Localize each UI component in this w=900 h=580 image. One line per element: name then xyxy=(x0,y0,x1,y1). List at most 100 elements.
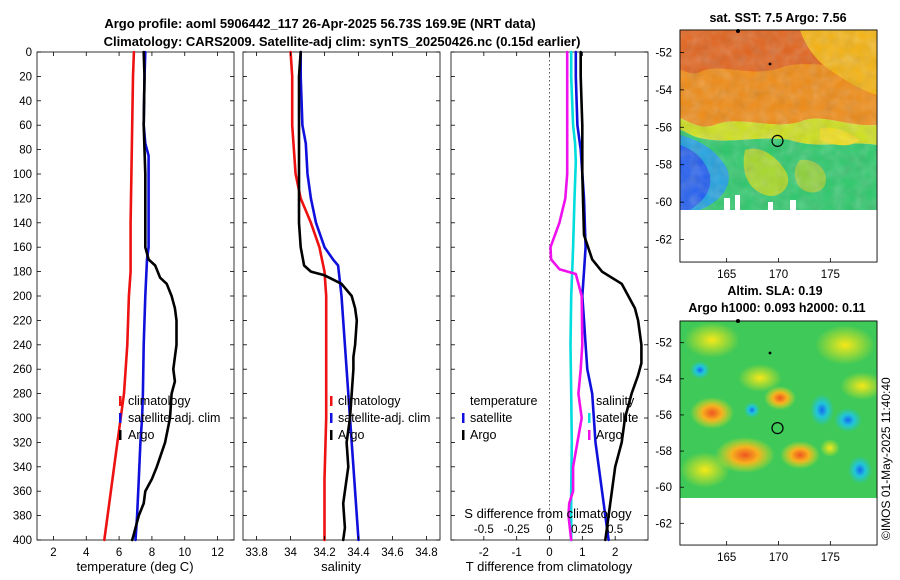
map-dot xyxy=(736,29,740,33)
sst-field xyxy=(680,30,877,210)
lat-tick-label: -60 xyxy=(655,197,672,209)
x-tick-label: 2 xyxy=(612,547,618,559)
t-diff-xticks: -2 -1 0 1 2 xyxy=(451,51,648,559)
sla-map-title-line1: Altim. SLA: 0.19 xyxy=(727,284,822,298)
legend-swatch-s-satellite xyxy=(588,413,591,423)
legend-label-argo: Argo xyxy=(128,428,154,442)
legend-swatch-climatology xyxy=(119,396,122,406)
lat-tick-label: -58 xyxy=(655,160,672,172)
temperature-diff-legend: temperature satellite Argo xyxy=(462,394,537,442)
y-tick-label: 40 xyxy=(19,96,32,108)
sst-map-title: sat. SST: 7.5 Argo: 7.56 xyxy=(709,11,846,25)
temperature-xlabel: temperature (deg C) xyxy=(76,559,193,574)
s-diff-xlabel: S difference from climatology xyxy=(464,506,632,521)
y-tick-label: 140 xyxy=(13,218,32,230)
sla-lon-ticks: 165 170 175 xyxy=(717,541,840,564)
y-tick-label: 60 xyxy=(19,120,32,132)
s-diff-tick-label: 0 xyxy=(546,524,552,536)
lat-tick-label: -54 xyxy=(655,374,672,386)
sla-map: Altim. SLA: 0.19 Argo h1000: 0.093 h2000… xyxy=(655,284,878,564)
salinity-xlabel: salinity xyxy=(321,559,361,574)
sla-map-title-line2: Argo h1000: 0.093 h2000: 0.11 xyxy=(688,301,865,315)
y-tick-label: 120 xyxy=(13,193,32,205)
y-tick-label: 100 xyxy=(13,169,32,181)
lat-tick-label: -52 xyxy=(655,338,672,350)
x-tick-label: 34.4 xyxy=(347,547,370,559)
y-tick-label: 340 xyxy=(13,462,32,474)
salinity-series xyxy=(289,50,360,542)
t-diff-xlabel: T difference from climatology xyxy=(466,559,633,574)
lon-tick-label: 175 xyxy=(821,552,840,564)
lon-tick-label: 165 xyxy=(717,269,736,281)
legend-swatch-s-argo xyxy=(588,430,591,440)
sst-lon-ticks: 165 170 175 xyxy=(717,258,840,281)
legend-swatch-t-argo xyxy=(462,430,465,440)
temperature-xticks: 2 4 6 8 10 12 xyxy=(37,51,234,559)
series-line-s-satellite xyxy=(569,50,578,542)
lat-tick-label: -54 xyxy=(655,85,672,97)
legend-label-s-argo: Argo xyxy=(596,428,622,442)
lon-tick-label: 170 xyxy=(769,269,788,281)
x-tick-label: 2 xyxy=(50,547,56,559)
x-tick-label: 34.6 xyxy=(381,547,403,559)
sst-lat-ticks: -52 -54 -56 -58 -60 -62 xyxy=(655,47,684,247)
s-diff-tick-label: -0.5 xyxy=(474,524,494,536)
legend-swatch-satellite xyxy=(119,413,122,423)
difference-series xyxy=(549,50,643,542)
salinity-legend: climatology satellite-adj. clim Argo xyxy=(330,394,430,442)
y-tick-label: 180 xyxy=(13,267,32,279)
series-line-s-argo xyxy=(549,50,584,542)
x-tick-label: -1 xyxy=(512,547,522,559)
lat-tick-label: -60 xyxy=(655,482,672,494)
legend-label-argo-2: Argo xyxy=(338,428,364,442)
y-tick-label: 380 xyxy=(13,511,32,523)
series-line-climatology xyxy=(103,50,136,542)
x-tick-label: -2 xyxy=(479,547,489,559)
temperature-series xyxy=(103,50,178,542)
lat-tick-label: -58 xyxy=(655,446,672,458)
x-tick-label: 12 xyxy=(211,547,224,559)
x-tick-label: 34.2 xyxy=(313,547,335,559)
legend-swatch-climatology-2 xyxy=(330,396,333,406)
argo-profile-marker xyxy=(771,422,784,435)
sst-map: sat. SST: 7.5 Argo: 7.56 165 170 175 -52 -5… xyxy=(655,11,878,281)
x-tick-label: 0 xyxy=(546,547,552,559)
lon-tick-label: 175 xyxy=(821,269,840,281)
depth-yticks: 0 20 40 60 80 100 120 140 160 180 200 220 240 260 280 3… xyxy=(13,47,32,547)
legend-swatch-satellite-2 xyxy=(330,413,333,423)
legend-label-satellite-2: satellite-adj. clim xyxy=(338,411,430,425)
sst-no-data-region xyxy=(680,210,877,262)
legend-swatch-argo xyxy=(119,430,122,440)
y-tick-label: 220 xyxy=(13,315,32,327)
legend-label-climatology: climatology xyxy=(128,394,191,408)
temperature-panel: 2 4 6 8 10 12 0 20 40 60 80 100 120 140 160 180 200 220 2… xyxy=(13,47,235,574)
legend-label-climatology-2: climatology xyxy=(338,394,401,408)
x-tick-label: 4 xyxy=(83,547,90,559)
series-line-argo xyxy=(297,50,359,542)
figure-title-line1: Argo profile: aoml 5906442_117 26-Apr-20… xyxy=(104,16,535,31)
map-dot xyxy=(736,319,740,323)
lon-tick-label: 165 xyxy=(717,552,736,564)
lon-tick-label: 170 xyxy=(769,552,788,564)
series-line-climatology xyxy=(289,50,328,542)
map-dot xyxy=(768,351,772,355)
series-line-t-argo xyxy=(579,50,643,542)
y-tick-label: 200 xyxy=(13,291,32,303)
legend-title-salinity: salinity xyxy=(596,394,635,408)
x-tick-label: 10 xyxy=(178,547,191,559)
legend-swatch-t-satellite xyxy=(462,413,465,423)
lat-tick-label: -52 xyxy=(655,47,672,59)
x-tick-label: 6 xyxy=(116,547,122,559)
salinity-xticks: 33.8 34 34.2 34.4 34.6 34.8 xyxy=(243,51,440,559)
legend-label-t-satellite: satellite xyxy=(470,411,512,425)
lat-tick-label: -62 xyxy=(655,235,672,247)
y-tick-label: 280 xyxy=(13,389,32,401)
salinity-panel: 33.8 34 34.2 34.4 34.6 34.8 salinity climatol… xyxy=(242,50,441,574)
y-tick-label: 80 xyxy=(19,145,32,157)
legend-label-satellite: satellite-adj. clim xyxy=(128,411,220,425)
lat-tick-label: -56 xyxy=(655,410,672,422)
s-diff-tick-label: 0.25 xyxy=(571,524,593,536)
figure-title-line2: Climatology: CARS2009. Satellite-adj cli… xyxy=(104,34,581,49)
x-tick-label: 33.8 xyxy=(245,547,267,559)
